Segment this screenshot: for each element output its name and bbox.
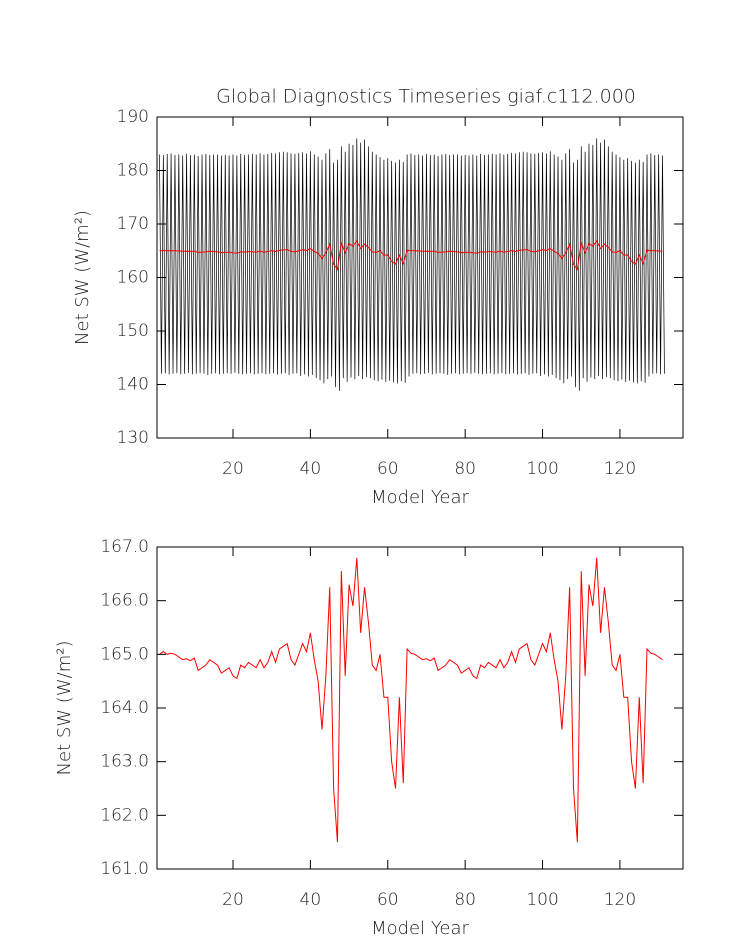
y-tick-label: 140 xyxy=(117,375,149,395)
y-tick-label: 166.0 xyxy=(100,591,149,611)
x-tick-label: 60 xyxy=(377,890,399,910)
y-tick-label: 167.0 xyxy=(100,537,149,557)
x-tick-label: 60 xyxy=(377,459,399,479)
y-tick-label: 163.0 xyxy=(100,752,149,772)
y-tick-label: 180 xyxy=(117,161,149,181)
y-axis-label: Net SW (W/m²) xyxy=(72,210,93,345)
x-tick-label: 20 xyxy=(222,890,244,910)
data-line xyxy=(159,138,665,391)
plot xyxy=(159,557,663,843)
x-tick-label: 80 xyxy=(454,459,476,479)
data-line xyxy=(159,557,663,843)
x-tick-label: 40 xyxy=(300,890,322,910)
chart-title: Global Diagnostics Timeseries giaf.c112.… xyxy=(216,86,636,108)
y-axis-label: Net SW (W/m²) xyxy=(54,641,75,776)
x-axis-label: Model Year xyxy=(371,487,469,508)
data-line xyxy=(159,240,663,271)
y-tick-label: 164.0 xyxy=(100,698,149,718)
x-tick-label: 20 xyxy=(222,459,244,479)
x-tick-label: 80 xyxy=(454,890,476,910)
y-tick-label: 190 xyxy=(117,107,149,127)
x-tick-label: 120 xyxy=(604,890,636,910)
x-tick-label: 40 xyxy=(300,459,322,479)
y-tick-label: 161.0 xyxy=(100,859,149,879)
plot xyxy=(159,138,665,391)
x-tick-label: 120 xyxy=(604,459,636,479)
y-tick-label: 130 xyxy=(117,428,149,448)
x-tick-label: 100 xyxy=(526,890,558,910)
y-tick-label: 170 xyxy=(117,214,149,234)
y-tick-label: 160 xyxy=(117,268,149,288)
y-tick-label: 162.0 xyxy=(100,805,149,825)
x-tick-label: 100 xyxy=(526,459,558,479)
y-tick-label: 150 xyxy=(117,321,149,341)
x-axis-label: Model Year xyxy=(371,918,469,939)
y-tick-label: 165.0 xyxy=(100,644,149,664)
